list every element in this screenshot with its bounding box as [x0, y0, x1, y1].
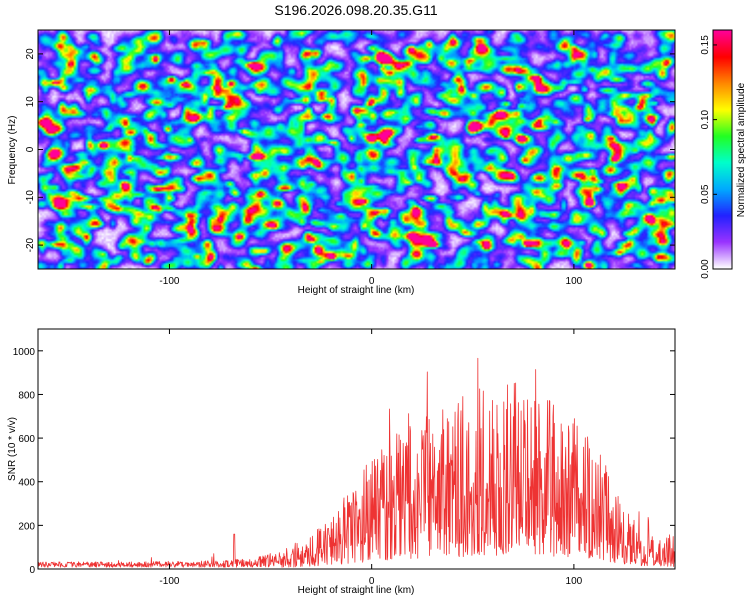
snr-y-tick-label: 1000	[13, 347, 36, 358]
heatmap-y-tick-label: 0	[25, 146, 36, 152]
heatmap-y-tick-label: -10	[25, 190, 36, 205]
heatmap-x-tick-label: -100	[159, 276, 179, 287]
heatmap-y-tick-label: 10	[25, 96, 36, 108]
snr-y-tick-label: 0	[29, 565, 35, 576]
colorbar-gradient	[713, 30, 732, 269]
heatmap-y-tick-label: 20	[25, 48, 36, 60]
colorbar: 0.00 0.05 0.10 0.15 Normalized spectral amp…	[700, 29, 747, 279]
colorbar-tick-label: 0.10	[700, 109, 711, 129]
snr-y-tick-label: 400	[18, 478, 35, 489]
colorbar-label: Normalized spectral amplitude	[736, 82, 747, 217]
heatmap-image	[38, 30, 675, 269]
snr-frame	[37, 328, 676, 570]
heatmap-x-axis-label: Height of straight line (km)	[298, 285, 415, 296]
heatmap-y-tick-label: -20	[25, 237, 36, 252]
colorbar-frame	[712, 29, 733, 270]
snr-x-tick-label: 100	[566, 576, 583, 587]
snr-y-tick-label: 600	[18, 434, 35, 445]
snr-x-tick-label: -100	[159, 576, 179, 587]
snr-y-tick-label: 200	[18, 521, 35, 532]
snr-x-tick-label: 0	[369, 576, 375, 587]
snr-series-line	[38, 357, 675, 568]
snr-y-axis-label: SNR (10 * v/v)	[7, 417, 18, 481]
figure-title: S196.2026.098.20.35.G11	[274, 2, 437, 18]
colorbar-tick-label: 0.05	[700, 184, 711, 204]
heatmap-x-tick-label: 100	[566, 276, 583, 287]
colorbar-tick-label: 0.00	[700, 259, 711, 279]
snr-y-tick-label: 800	[18, 390, 35, 401]
snr-x-axis-label: Height of straight line (km)	[298, 585, 415, 596]
colorbar-tick-label: 0.15	[700, 35, 711, 55]
heatmap-y-axis-label: Frequency (Hz)	[7, 116, 18, 185]
colorbar-ticks: 0.00 0.05 0.10 0.15	[700, 35, 717, 279]
heatmap-x-tick-label: 0	[369, 276, 375, 287]
